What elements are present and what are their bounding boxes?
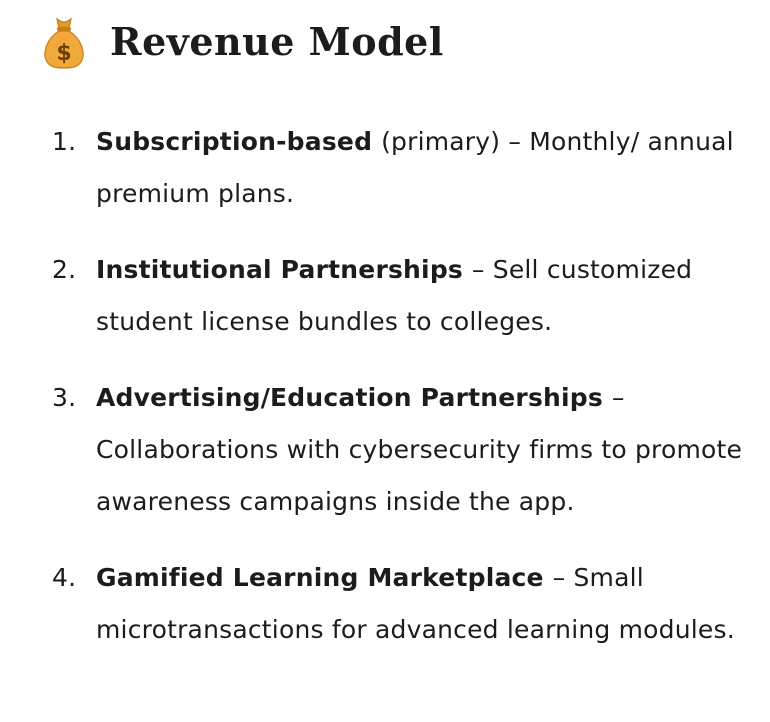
list-item: 4. Gamified Learning Marketplace – Small… bbox=[52, 552, 752, 656]
item-number: 1. bbox=[52, 127, 77, 156]
list-item: 1. Subscription-based (primary) – Monthl… bbox=[52, 116, 752, 220]
item-number: 2. bbox=[52, 255, 77, 284]
item-description: – Sell customized student license bundle… bbox=[96, 255, 693, 336]
item-term: Subscription-based bbox=[96, 127, 382, 156]
svg-text:$: $ bbox=[56, 41, 71, 66]
list-item: 2. Institutional Partnerships – Sell cus… bbox=[52, 244, 752, 348]
list-item: 3. Advertising/Education Partnerships – … bbox=[52, 372, 752, 528]
page-title: Revenue Model bbox=[110, 19, 444, 64]
item-description: (primary) – Monthly/ annual premium plan… bbox=[96, 127, 734, 208]
item-description: – Small microtransactions for advanced l… bbox=[96, 563, 735, 644]
money-bag-icon: $ bbox=[44, 17, 84, 69]
item-term: Advertising/Education Partnerships bbox=[96, 383, 612, 412]
item-term: Gamified Learning Marketplace bbox=[96, 563, 553, 592]
item-term: Institutional Partnerships bbox=[96, 255, 472, 284]
header: $ Revenue Model bbox=[40, 12, 444, 72]
revenue-list: 1. Subscription-based (primary) – Monthl… bbox=[52, 116, 752, 680]
item-description: – Collaborations with cybersecurity firm… bbox=[96, 383, 743, 516]
item-number: 4. bbox=[52, 563, 77, 592]
item-number: 3. bbox=[52, 383, 77, 412]
